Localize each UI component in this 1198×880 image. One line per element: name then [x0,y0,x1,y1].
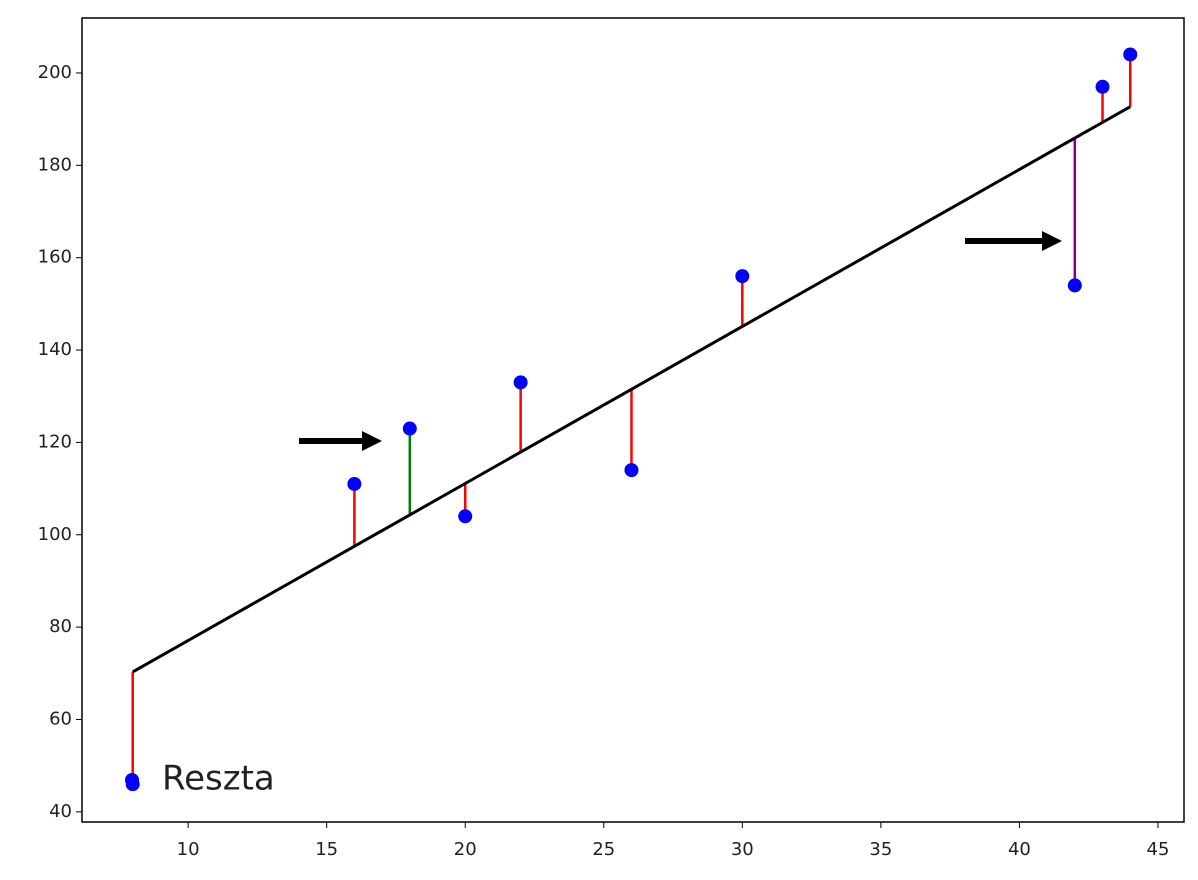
plot-frame [81,17,1185,823]
arrow [299,431,382,451]
y-tick-label: 120 [38,431,72,452]
y-tick-label: 200 [38,62,72,83]
point [513,375,528,390]
x-tick-label: 30 [731,839,754,860]
x-tick-label: 25 [592,839,615,860]
y-tick-label: 100 [38,524,72,545]
legend-label: Reszta [162,759,275,799]
point [1067,278,1082,293]
point [402,421,417,436]
x-tick-label: 10 [177,839,200,860]
x-tick-label: 35 [869,839,892,860]
x-tick-label: 40 [1008,839,1031,860]
x-tick-label: 15 [315,839,338,860]
y-tick-label: 60 [49,708,72,729]
y-tick-label: 140 [38,339,72,360]
point [347,476,362,491]
point [1123,47,1138,62]
y-tick-label: 160 [38,247,72,268]
point [624,463,639,478]
point [458,509,473,524]
arrow [965,231,1062,251]
x-tick-label: 45 [1147,839,1170,860]
y-tick-label: 180 [38,154,72,175]
point [1095,79,1110,94]
y-tick-label: 40 [49,801,72,822]
legend-marker [125,773,139,787]
x-tick-label: 20 [454,839,477,860]
fit-line [131,105,1131,674]
y-tick-label: 80 [49,616,72,637]
point [735,269,750,284]
